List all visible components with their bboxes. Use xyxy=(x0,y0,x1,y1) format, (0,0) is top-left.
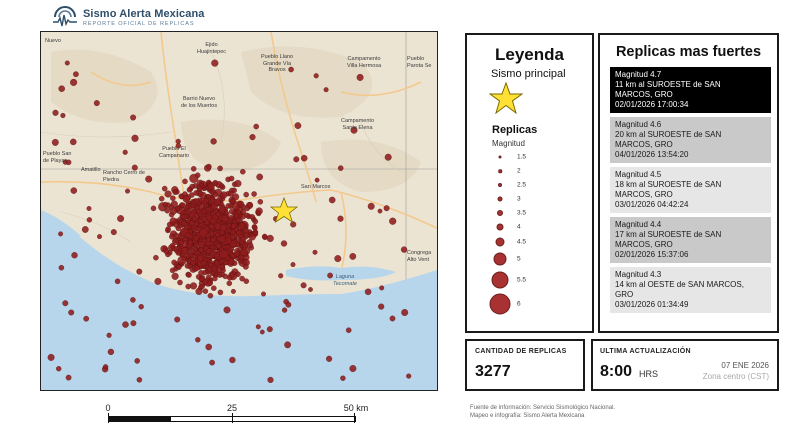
epicenter-star-icon xyxy=(269,196,299,223)
seismograph-logo-icon xyxy=(53,6,77,27)
aftershock-magnitude: Magnitud 4.4 xyxy=(615,220,662,229)
scale-tick-25: 25 xyxy=(226,403,238,413)
map-legend: Leyenda Sismo principal Replicas Magnitu… xyxy=(465,33,594,333)
aftershock-datetime: 03/01/2026 04:42:24 xyxy=(615,200,689,209)
aftershock-magnitude: Magnitud 4.6 xyxy=(615,120,662,129)
legend-dot-6 xyxy=(489,293,511,315)
legend-magnitude-2: 2 xyxy=(517,167,521,175)
aftershock-map: Nuevo Ejido Huajintepec Pueblo Llano Gra… xyxy=(40,31,438,391)
aftershock-datetime: 03/01/2026 01:34:49 xyxy=(615,300,689,309)
scale-tick-0: 0 xyxy=(105,403,111,413)
legend-dot-3.5 xyxy=(497,210,503,216)
strongest-aftershocks-panel: Replicas mas fuertes Magnitud 4.7 11 km … xyxy=(598,33,779,333)
brand-header: Sismo Alerta Mexicana REPORTE OFICIAL DE… xyxy=(52,6,272,28)
map-label-ejido-huajintepec: Ejido Huajintepec xyxy=(197,42,227,55)
aftershock-dots xyxy=(47,59,412,383)
brand-subtitle: REPORTE OFICIAL DE REPLICAS xyxy=(83,21,195,27)
legend-magnitude-3: 3 xyxy=(517,195,521,203)
aftershock-location-cont: GRO xyxy=(615,290,634,299)
legend-dot-2 xyxy=(498,169,502,173)
source-line-1: Fuente de información: Servicio Sismológ… xyxy=(470,405,616,411)
legend-dot-3 xyxy=(497,196,503,202)
aftershock-location: 14 km al OESTE de SAN MARCOS, xyxy=(615,280,744,289)
strongest-title: Replicas mas fuertes xyxy=(615,44,762,60)
aftershock-location-cont: MARCOS, GRO xyxy=(615,140,673,149)
legend-magnitude-4: 4 xyxy=(517,223,521,231)
legend-dot-5 xyxy=(493,252,507,266)
legend-magnitude-2.5: 2.5 xyxy=(517,181,527,189)
map-label-congregacion-alto: Congrega Alto Vent xyxy=(407,250,432,263)
legend-magnitude-4.5: 4.5 xyxy=(517,238,527,246)
map-label-pueblo-san-playas: Pueblo San de Playas xyxy=(43,151,72,164)
map-label-pueblo-parota: Pueblo Parota Se xyxy=(407,56,432,69)
map-label-nuevo: Nuevo xyxy=(45,38,61,44)
map-label-san-marcos: San Marcos xyxy=(301,184,331,190)
legend-magnitude-5: 5 xyxy=(517,255,521,263)
count-label: CANTIDAD DE REPLICAS xyxy=(475,348,567,355)
update-zone: Zona centro (CST) xyxy=(702,372,769,381)
star-icon xyxy=(489,82,523,114)
update-time: 8:00 xyxy=(600,363,633,380)
map-label-campamento-villa-hermosa: Campamento Villa Hermosa xyxy=(347,56,382,69)
source-credits: Fuente de información: Servicio Sismológ… xyxy=(470,404,670,420)
aftershock-magnitude: Magnitud 4.5 xyxy=(615,170,662,179)
legend-magnitude-6: 6 xyxy=(517,300,521,308)
aftershock-location: 11 km al SUROESTE de SAN xyxy=(615,80,721,89)
aftershock-item-5: Magnitud 4.3 14 km al OESTE de SAN MARCO… xyxy=(610,267,771,313)
aftershock-datetime: 02/01/2026 17:00:34 xyxy=(615,100,689,109)
brand-name: Sismo Alerta Mexicana xyxy=(83,8,205,20)
legend-title: Leyenda xyxy=(495,45,564,64)
aftershock-datetime: 02/01/2026 15:37:06 xyxy=(615,250,689,259)
legend-magnitude-label: Magnitud xyxy=(492,139,525,148)
aftershock-location-cont: MARCOS, GRO xyxy=(615,90,673,99)
legend-magnitude-3.5: 3.5 xyxy=(517,209,527,217)
aftershock-magnitude: Magnitud 4.7 xyxy=(615,70,662,79)
aftershock-item-2: Magnitud 4.6 20 km al SUROESTE de SAN MA… xyxy=(610,117,771,163)
aftershock-location-cont: MARCOS, GRO xyxy=(615,190,673,199)
aftershock-count-box: CANTIDAD DE REPLICAS 3277 xyxy=(465,339,585,391)
scale-tick-50: 50 km xyxy=(343,403,369,413)
aftershock-location: 20 km al SUROESTE de SAN xyxy=(615,130,722,139)
aftershock-datetime: 04/01/2026 13:54:20 xyxy=(615,150,689,159)
map-canvas xyxy=(41,32,437,390)
map-label-laguna-tecomate: Laguna Tecomate xyxy=(333,274,357,287)
legend-aftershocks-label: Replicas xyxy=(492,124,538,136)
map-label-pueblo-llano-grande: Pueblo Llano Grande Vía Bravos xyxy=(261,54,294,73)
aftershock-location: 17 km al SUROESTE de SAN xyxy=(615,230,722,239)
aftershock-location: 18 km al SUROESTE de SAN xyxy=(615,180,722,189)
legend-magnitude-1.5: 1.5 xyxy=(517,153,527,161)
legend-dot-4 xyxy=(496,223,504,231)
pacific-ocean xyxy=(41,212,437,390)
lagoon-west xyxy=(41,210,81,237)
last-update-box: ULTIMA ACTUALIZACIÓN 8:00 HRS 07 ENE 202… xyxy=(591,339,779,391)
update-label: ULTIMA ACTUALIZACIÓN xyxy=(600,348,691,355)
map-label-campamento-santa-elena: Campamento Santa Elena xyxy=(341,118,375,131)
legend-dot-1.5 xyxy=(498,155,502,159)
map-label-amatillo: Amatillo xyxy=(81,167,101,173)
aftershock-item-1: Magnitud 4.7 11 km al SUROESTE de SAN MA… xyxy=(610,67,771,113)
legend-dot-2.5 xyxy=(498,183,502,187)
legend-magnitude-scale: 1.5 2 2.5 3 3.5 4 4.5 5 5.5 6 xyxy=(485,149,585,329)
update-unit: HRS xyxy=(639,369,659,379)
laguna-tecomate xyxy=(286,266,396,281)
aftershock-item-4: Magnitud 4.4 17 km al SUROESTE de SAN MA… xyxy=(610,217,771,263)
aftershock-location-cont: MARCOS, GRO xyxy=(615,240,673,249)
aftershock-magnitude: Magnitud 4.3 xyxy=(615,270,662,279)
map-scale-bar: 0 25 50 km xyxy=(104,403,368,433)
legend-dot-5.5 xyxy=(491,271,509,289)
count-value: 3277 xyxy=(475,363,511,380)
aftershock-item-3: Magnitud 4.5 18 km al SUROESTE de SAN MA… xyxy=(610,167,771,213)
map-label-barrio-nuevo: Barrio Nuevo de los Muertos xyxy=(181,96,218,109)
map-label-rancho-cerro-piedra: Rancho Cerro de Piedra xyxy=(103,170,145,183)
legend-main-label: Sismo principal xyxy=(491,68,566,80)
source-line-2: Mapeo e infografía: Sismo Alerta Mexican… xyxy=(470,413,585,419)
update-date: 07 ENE 2026 xyxy=(721,361,769,370)
legend-dot-4.5 xyxy=(495,237,505,247)
terrain-shading xyxy=(51,46,421,192)
minor-roads xyxy=(41,51,402,243)
map-label-pueblo-el-campanario: Pueblo El Campanario xyxy=(159,146,189,159)
scale-bar-track xyxy=(108,413,356,423)
legend-magnitude-5.5: 5.5 xyxy=(517,276,527,284)
